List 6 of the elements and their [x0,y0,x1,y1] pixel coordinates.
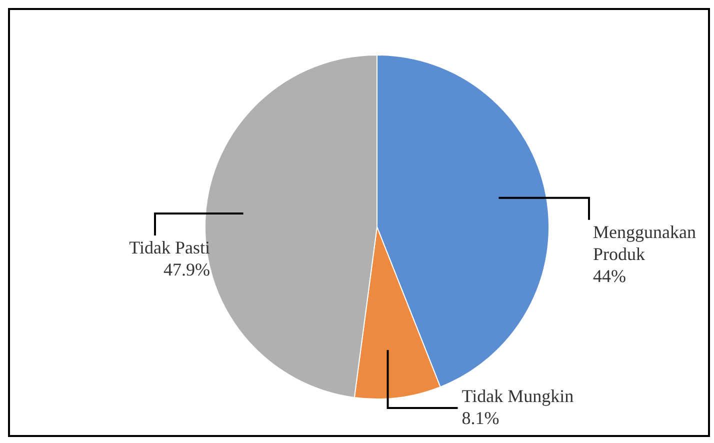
data-label: 8.1% [462,408,500,428]
slice-label: Tidak Pasti [129,237,210,258]
slice-label: Tidak Mungkin [462,386,574,406]
data-label: 47.9% [164,259,210,280]
data-label: 44% [593,266,626,286]
slice-label: Menggunakan Produk [593,222,696,264]
